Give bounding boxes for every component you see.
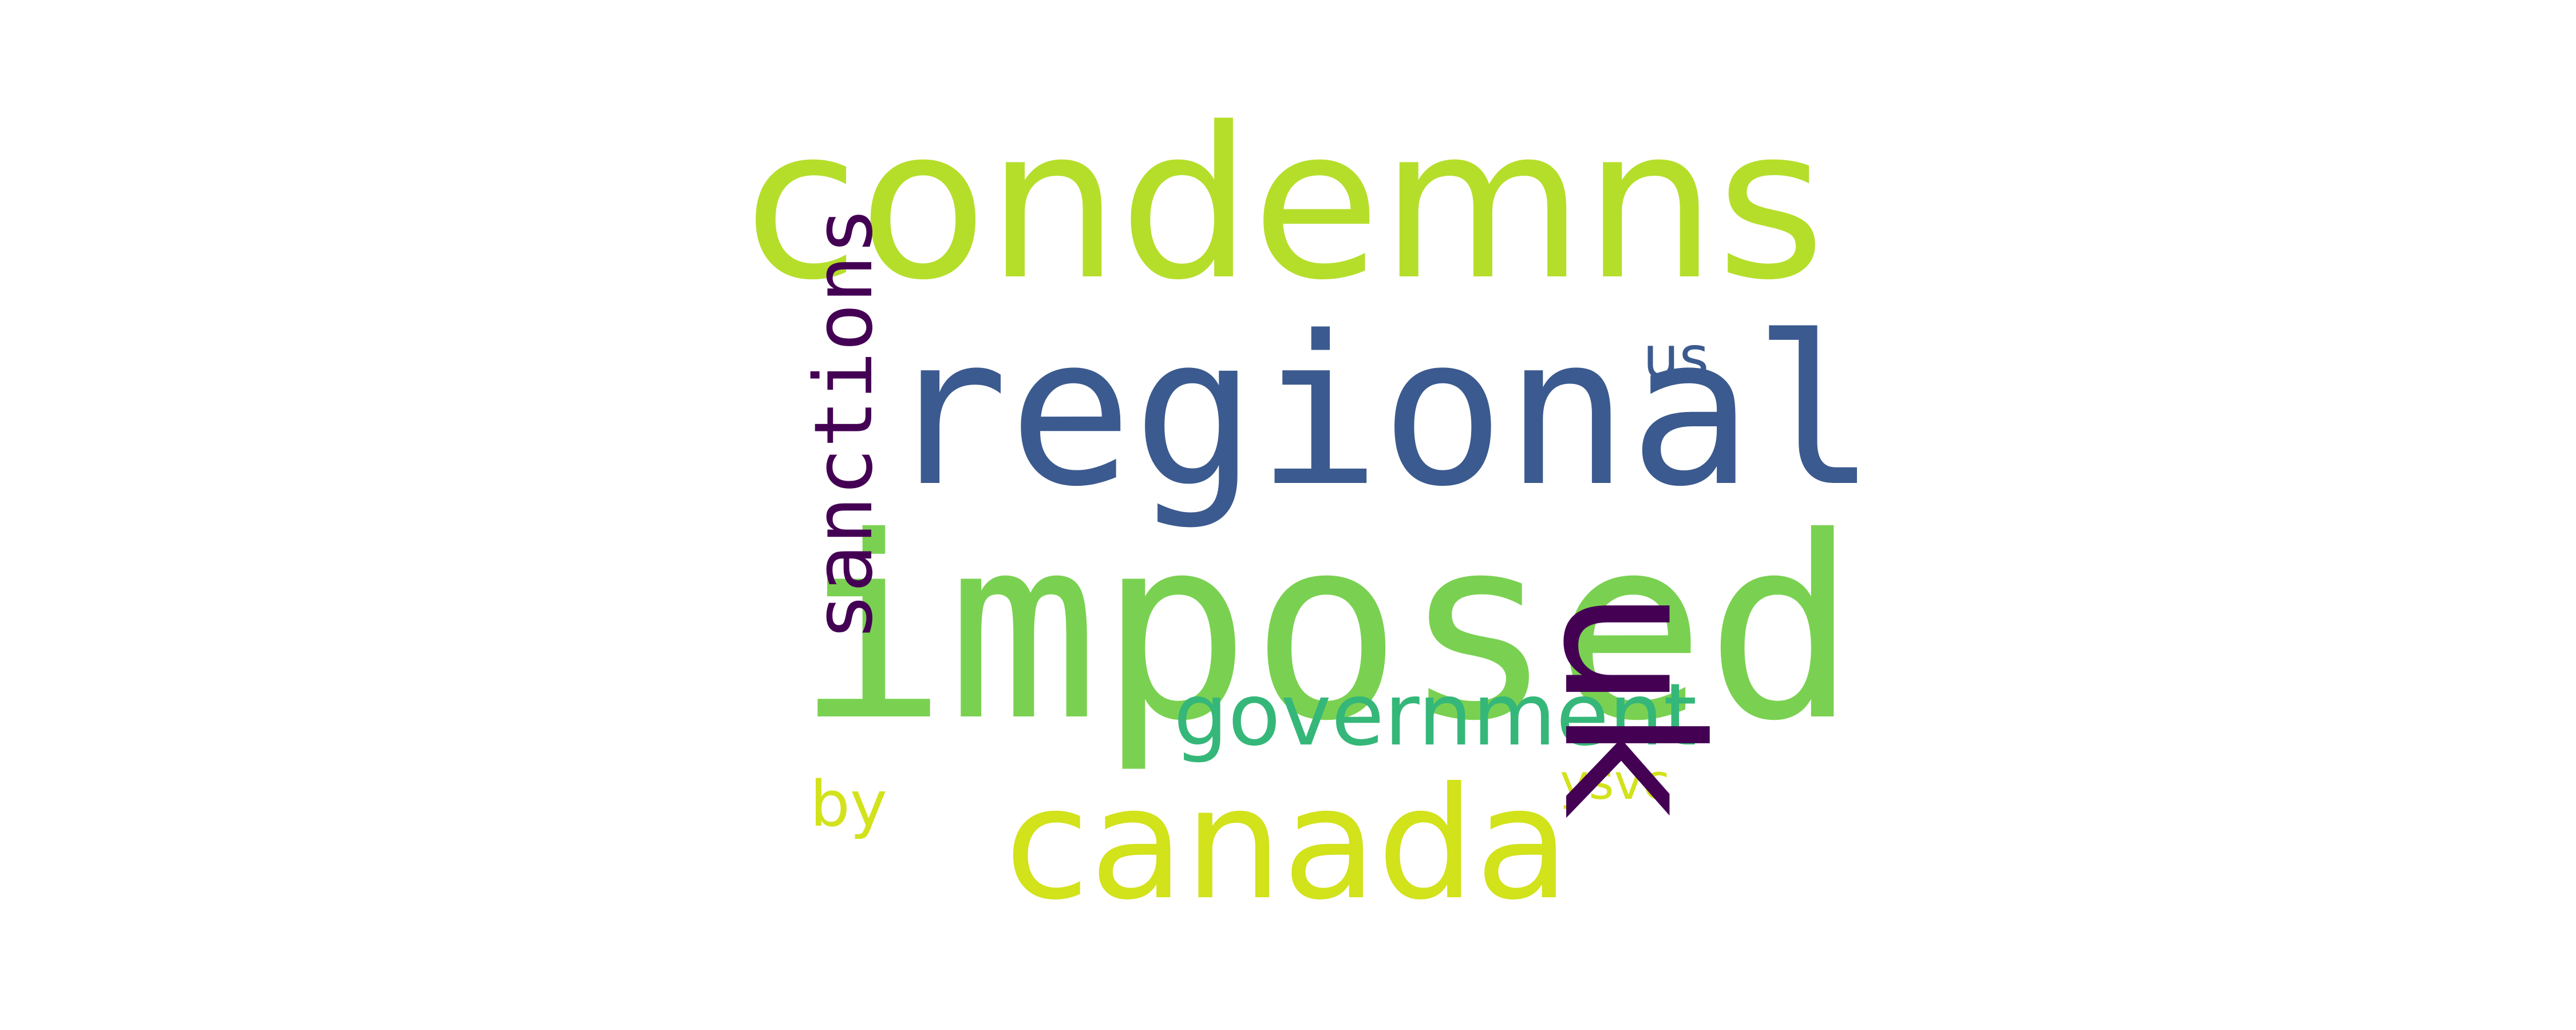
word-us: us	[1643, 324, 1709, 391]
word-ysvc: ysvc	[1560, 754, 1670, 811]
word-canada: canada	[1005, 754, 1570, 934]
word-condemns: condemns	[744, 83, 1826, 326]
word-imposed: imposed	[796, 483, 1858, 776]
word-government: government	[1174, 665, 1697, 765]
word-by: by	[810, 767, 887, 841]
word-sanctions: sanctions	[797, 207, 891, 641]
word-uk: uk	[1522, 589, 1741, 819]
word-regional: regional	[884, 292, 1877, 532]
